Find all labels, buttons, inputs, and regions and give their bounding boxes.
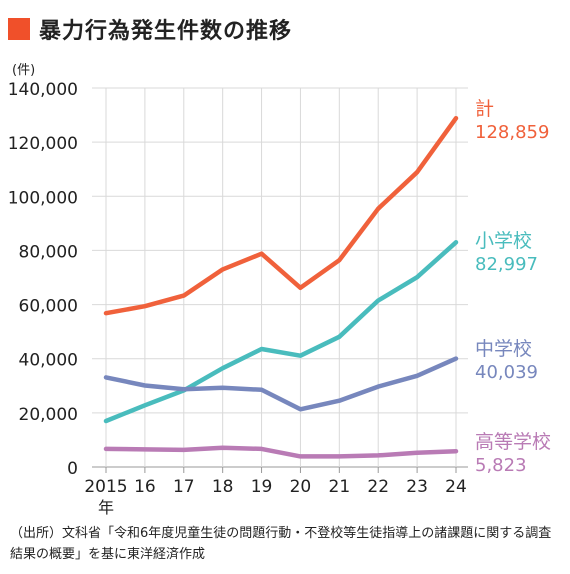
x-axis-ticks: 2015 16 17 18 19 20 21 22 23 24 年	[84, 467, 467, 517]
y-tick-label: 100,000	[8, 188, 78, 208]
y-tick-label: 60,000	[19, 297, 78, 317]
x-tick-label: 2015	[84, 477, 127, 497]
series-name-elementary: 小学校	[475, 230, 532, 252]
y-unit-label: (件)	[12, 63, 36, 78]
chart-title: 暴力行為発生件数の推移	[39, 19, 293, 44]
x-tick-label: 19	[251, 477, 273, 497]
y-tick-label: 80,000	[19, 242, 78, 262]
x-tick-label: 16	[134, 477, 156, 497]
title-row: 暴力行為発生件数の推移	[8, 14, 292, 44]
series-line-high_school	[103, 445, 459, 459]
x-tick-label: 23	[406, 477, 428, 497]
series-name-high_school: 高等学校	[475, 431, 551, 453]
grid-lines	[92, 87, 468, 468]
y-tick-label: 40,000	[19, 351, 78, 371]
y-axis-ticks: 0 20,000 40,000 60,000 80,000 100,000 120,000 1…	[8, 80, 78, 479]
x-tick-label: 24	[445, 477, 467, 497]
series-value-total: 128,859	[475, 122, 549, 143]
x-tick-label: 22	[367, 477, 389, 497]
series-name-total: 計	[475, 98, 494, 120]
y-tick-label: 140,000	[8, 80, 78, 100]
series-name-junior_high: 中学校	[475, 338, 532, 360]
x-tick-suffix: 年	[98, 498, 114, 517]
x-tick-label: 20	[290, 477, 312, 497]
series-line-junior_high	[103, 356, 459, 412]
y-tick-label: 0	[67, 459, 78, 479]
series-lines	[103, 115, 459, 459]
source-note: （出所）文科省「令和6年度児童生徒の問題行動・不登校等生徒指導上の諸課題に関する…	[10, 526, 552, 562]
y-tick-label: 120,000	[8, 134, 78, 154]
y-tick-label: 20,000	[19, 405, 78, 425]
title-square-icon	[8, 18, 30, 40]
line-chart: 0 20,000 40,000 60,000 80,000 100,000 120,000 1…	[8, 80, 551, 517]
series-value-elementary: 82,997	[475, 254, 538, 275]
series-value-junior_high: 40,039	[475, 362, 538, 383]
series-line-elementary	[103, 240, 459, 424]
x-tick-label: 21	[329, 477, 351, 497]
x-tick-label: 18	[212, 477, 234, 497]
x-tick-label: 17	[173, 477, 195, 497]
series-value-high_school: 5,823	[475, 455, 527, 476]
series-line-total	[103, 115, 459, 316]
